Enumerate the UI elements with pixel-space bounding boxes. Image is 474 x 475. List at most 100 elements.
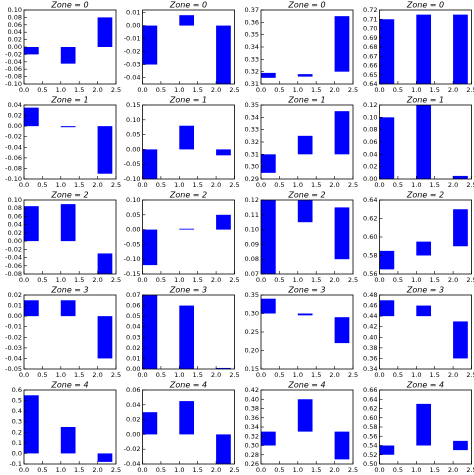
x-tick-label: 2.5 xyxy=(466,86,474,94)
axes-frame xyxy=(23,104,117,180)
y-tick-label: 0.15 xyxy=(245,365,259,373)
y-tick-label: 0.28 xyxy=(245,451,259,459)
y-tick-label: 0.64 xyxy=(363,80,377,88)
axes-frame xyxy=(142,199,235,275)
y-tick-label: 0.10 xyxy=(245,226,259,234)
y-tick-label: 0.00 xyxy=(126,145,140,153)
x-tick-label: 2.0 xyxy=(92,276,102,284)
x-tick-label: 2.0 xyxy=(448,371,458,379)
y-tick-label: -0.03 xyxy=(5,344,22,352)
y-tick-label: 0.56 xyxy=(363,270,377,278)
y-tick-label: 0.62 xyxy=(363,215,377,223)
y-tick-label: 0.5 xyxy=(12,397,22,405)
y-tick-label: 0.70 xyxy=(363,25,377,33)
axes-frame xyxy=(142,104,235,180)
y-tick-label: 0.30 xyxy=(245,310,259,318)
y-tick-label: 0.32 xyxy=(245,432,259,440)
x-tick-label: 1.0 xyxy=(174,371,184,379)
y-tick-label: 0.07 xyxy=(126,291,140,299)
y-tick-label: 0.54 xyxy=(363,442,377,450)
chart-title: Zone = 4 xyxy=(169,381,207,390)
bar xyxy=(416,105,432,179)
x-tick-label: 1.5 xyxy=(74,86,84,94)
x-tick-label: 0.5 xyxy=(393,181,403,189)
x-tick-label: 1.0 xyxy=(411,86,421,94)
y-tick-label: 0.44 xyxy=(363,312,377,320)
y-tick-label: 0.04 xyxy=(8,101,22,109)
y-tick-label: -0.02 xyxy=(5,245,22,253)
x-tick-label: 2.5 xyxy=(348,466,358,474)
x-tick-label: 0.5 xyxy=(393,466,403,474)
y-tick-label: 0.06 xyxy=(126,302,140,310)
x-tick-label: 0.5 xyxy=(274,466,284,474)
bar xyxy=(261,72,276,78)
x-tick-label: 2.0 xyxy=(329,466,339,474)
bar xyxy=(334,111,350,155)
bar xyxy=(453,440,468,451)
y-tick-label: -0.04 xyxy=(5,254,22,262)
chart-title: Zone = 4 xyxy=(50,381,88,390)
y-tick-label: 0.01 xyxy=(126,9,140,17)
chart-title: Zone = 3 xyxy=(169,286,207,295)
y-tick-label: -0.03 xyxy=(124,61,141,69)
bar xyxy=(416,14,432,84)
x-tick-label: 0.5 xyxy=(37,86,47,94)
y-tick-label: 0.01 xyxy=(8,302,22,310)
y-tick-label: 0.00 xyxy=(8,237,22,245)
y-tick-label: 0.01 xyxy=(126,354,140,362)
chart-title: Zone = 2 xyxy=(406,191,444,200)
y-tick-label: 0.02 xyxy=(8,291,22,299)
x-tick-label: 2.5 xyxy=(229,181,239,189)
x-tick-label: 2.5 xyxy=(111,181,121,189)
y-tick-label: 0.00 xyxy=(363,175,377,183)
bar xyxy=(261,431,276,446)
y-tick-label: 0.02 xyxy=(8,229,22,237)
y-tick-label: 0.06 xyxy=(126,386,140,394)
bar xyxy=(142,25,158,65)
x-tick-label: 1.5 xyxy=(74,371,84,379)
bar xyxy=(297,399,313,432)
bar xyxy=(334,431,350,460)
x-tick-label: 1.5 xyxy=(74,276,84,284)
x-tick-label: 0.0 xyxy=(256,276,266,284)
bar xyxy=(261,200,276,274)
y-tick-label: 0.06 xyxy=(8,21,22,29)
x-tick-label: 0.0 xyxy=(137,371,147,379)
y-tick-label: -0.04 xyxy=(5,354,22,362)
x-tick-label: 0.0 xyxy=(256,466,266,474)
x-tick-label: 2.0 xyxy=(448,466,458,474)
y-tick-label: 0.07 xyxy=(245,270,259,278)
bar xyxy=(453,14,468,84)
x-tick-label: 0.0 xyxy=(19,86,29,94)
y-tick-label: -0.05 xyxy=(124,160,141,168)
x-tick-label: 0.0 xyxy=(256,181,266,189)
y-tick-label: -0.02 xyxy=(5,133,22,141)
x-tick-label: 0.0 xyxy=(137,181,147,189)
bar xyxy=(297,135,313,155)
y-tick-label: 0.65 xyxy=(363,71,377,79)
bar xyxy=(334,207,350,260)
chart-title: Zone = 4 xyxy=(406,381,444,390)
x-tick-label: 2.5 xyxy=(111,276,121,284)
bar xyxy=(379,250,395,270)
chart-title: Zone = 1 xyxy=(50,96,88,105)
x-tick-label: 2.5 xyxy=(466,276,474,284)
x-tick-label: 0.5 xyxy=(37,371,47,379)
y-tick-label: 0.20 xyxy=(245,347,259,355)
bar xyxy=(416,305,432,317)
y-tick-label: 0.00 xyxy=(126,22,140,30)
y-tick-label: 0.29 xyxy=(245,175,259,183)
x-tick-label: 1.5 xyxy=(311,466,321,474)
x-tick-label: 0.0 xyxy=(374,466,384,474)
y-tick-label: 0.06 xyxy=(8,212,22,220)
axes-frame xyxy=(23,294,117,370)
bar xyxy=(334,317,350,344)
x-tick-label: 2.5 xyxy=(229,86,239,94)
x-tick-label: 0.5 xyxy=(156,181,166,189)
chart-title: Zone = 1 xyxy=(406,96,444,105)
x-tick-label: 1.5 xyxy=(430,371,440,379)
x-tick-label: 1.0 xyxy=(174,181,184,189)
bar xyxy=(297,74,313,77)
bar xyxy=(216,367,231,369)
x-tick-label: 2.0 xyxy=(92,181,102,189)
